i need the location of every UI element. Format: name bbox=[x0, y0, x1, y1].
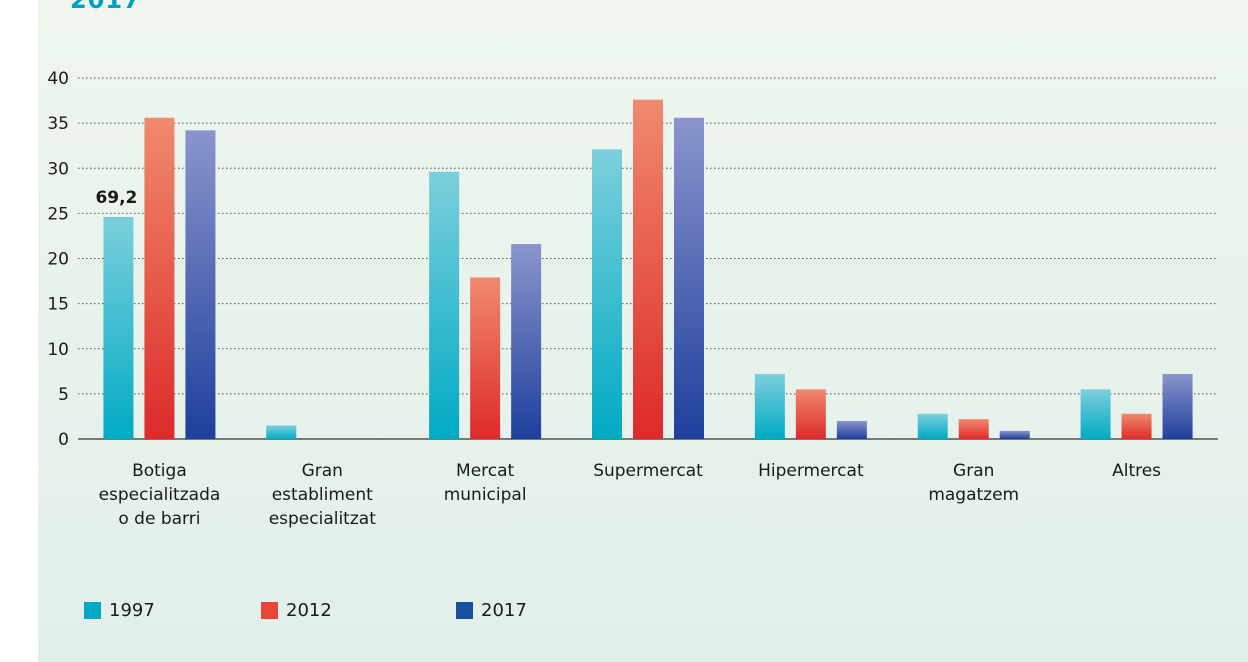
legend-label-2017: 2017 bbox=[481, 599, 527, 621]
bar-2012 bbox=[470, 277, 501, 439]
y-tick-label: 40 bbox=[47, 69, 69, 89]
legend-item-2012: 2012 bbox=[261, 598, 332, 622]
data-annotation: 69,2 bbox=[95, 188, 137, 208]
y-tick-label: 30 bbox=[47, 159, 69, 179]
x-tick-label: Supermercat bbox=[593, 461, 703, 481]
x-tick-label: establiment bbox=[272, 485, 373, 505]
x-tick-label: Altres bbox=[1112, 461, 1161, 481]
y-tick-label: 25 bbox=[47, 204, 69, 224]
bar-1997 bbox=[1080, 389, 1111, 439]
bar-2017 bbox=[511, 244, 542, 439]
bar-2012 bbox=[144, 117, 175, 440]
legend-item-1997: 1997 bbox=[84, 598, 155, 622]
bar-1997 bbox=[103, 216, 134, 439]
y-tick-label: 20 bbox=[47, 250, 69, 270]
x-tick-label: o de barri bbox=[118, 509, 200, 529]
x-tick-label: Botiga bbox=[132, 461, 187, 481]
bar-2017 bbox=[999, 430, 1030, 439]
bar-2012 bbox=[633, 99, 663, 439]
x-tick-label: Mercat bbox=[456, 461, 515, 481]
y-tick-label: 5 bbox=[58, 385, 69, 405]
x-tick-label: magatzem bbox=[928, 485, 1019, 505]
legend-item-2017: 2017 bbox=[456, 598, 527, 622]
legend-swatch-2012 bbox=[261, 601, 278, 619]
y-tick-label: 35 bbox=[47, 114, 69, 134]
bar-2012 bbox=[1121, 413, 1152, 439]
x-tick-label: especialitzat bbox=[269, 509, 377, 529]
y-tick-label: 10 bbox=[47, 340, 69, 360]
legend-swatch-2017 bbox=[456, 601, 473, 619]
bar-1997 bbox=[266, 425, 297, 439]
x-tick-label: especialitzada bbox=[99, 485, 221, 505]
legend-label-1997: 1997 bbox=[109, 599, 155, 621]
bar-2017 bbox=[674, 117, 704, 440]
bar-1997 bbox=[917, 413, 948, 439]
bar-1997 bbox=[754, 374, 785, 439]
x-tick-label: Gran bbox=[302, 461, 343, 481]
bar-2012 bbox=[795, 389, 826, 439]
x-tick-label: municipal bbox=[444, 485, 527, 505]
bar-2017 bbox=[836, 420, 867, 439]
bar-2017 bbox=[1162, 374, 1193, 439]
bar-2012 bbox=[958, 419, 989, 439]
y-tick-label: 15 bbox=[47, 295, 69, 315]
x-tick-label: Hipermercat bbox=[758, 461, 864, 481]
legend-label-2012: 2012 bbox=[286, 599, 332, 621]
legend-swatch-1997 bbox=[84, 601, 101, 619]
bar-1997 bbox=[592, 149, 622, 440]
x-tick-label: Gran bbox=[953, 461, 994, 481]
bar-2017 bbox=[185, 130, 216, 439]
bar-1997 bbox=[429, 171, 460, 440]
chart-title-fragment: 2017 bbox=[70, 0, 141, 14]
y-tick-label: 0 bbox=[58, 430, 69, 450]
